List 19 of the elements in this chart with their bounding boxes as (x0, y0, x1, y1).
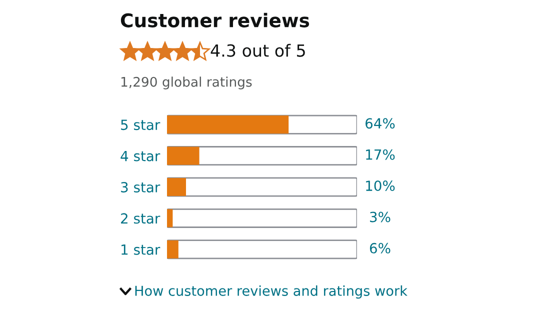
bar (167, 116, 289, 134)
y-tick-label: 1 star (122, 244, 160, 255)
text: How customer reviews and ratings work (135, 285, 408, 299)
y-tick-label: 2 star (121, 213, 160, 224)
data-label: 17% (366, 149, 395, 160)
chart-title: Customer reviews (120, 12, 310, 28)
y-tick-label: 4 star (120, 150, 160, 162)
y-tick-label: 5 star (121, 120, 160, 130)
data-label: 6% (370, 242, 390, 254)
bar (167, 178, 186, 196)
y-tick-label: 3 star (121, 182, 160, 192)
bar (167, 240, 178, 258)
data-label: 3% (370, 212, 390, 222)
data-label: 10% (366, 180, 395, 192)
bar (167, 209, 173, 228)
chart-subtitle: 4.3 out of 5 (210, 44, 305, 57)
data-label: 64% (366, 118, 395, 129)
bar (167, 146, 200, 165)
text: 1,290 global ratings (121, 76, 252, 90)
